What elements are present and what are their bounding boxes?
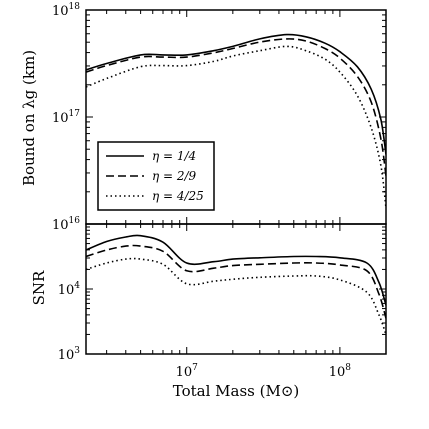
bottom-panel: 104 103 107 108	[58, 223, 387, 380]
top-ytick-label: 1016	[52, 216, 80, 233]
bottom-xtick-label: 107	[176, 363, 199, 380]
bottom-series-line-2	[86, 257, 386, 335]
top-ylabel: Bound on λg (km)	[20, 50, 38, 186]
legend: η = 1/4 η = 2/9 η = 4/25	[97, 141, 215, 211]
bottom-xlabel: Total Mass (M⊙)	[173, 382, 300, 400]
bottom-xtick-label: 108	[329, 363, 352, 380]
bottom-series-line-1	[86, 244, 386, 319]
axis-labels: Bound on λg (km) SNR Total Mass (M⊙)	[20, 50, 299, 400]
bottom-frame	[85, 223, 387, 355]
legend-label-1: η = 2/9	[152, 169, 197, 183]
bottom-ytick-label: 104	[58, 281, 81, 298]
legend-label-0: η = 1/4	[152, 149, 196, 163]
legend-box	[97, 141, 215, 211]
top-ytick-label: 1018	[52, 2, 80, 19]
legend-label-2: η = 4/25	[152, 189, 204, 203]
bottom-series-line-0	[86, 234, 386, 306]
bottom-ylabel: SNR	[30, 270, 48, 305]
top-ytick-label: 1017	[52, 109, 80, 126]
bottom-ytick-label: 103	[58, 346, 81, 363]
top-series-line-1	[86, 38, 386, 177]
top-series-line-0	[86, 33, 386, 155]
